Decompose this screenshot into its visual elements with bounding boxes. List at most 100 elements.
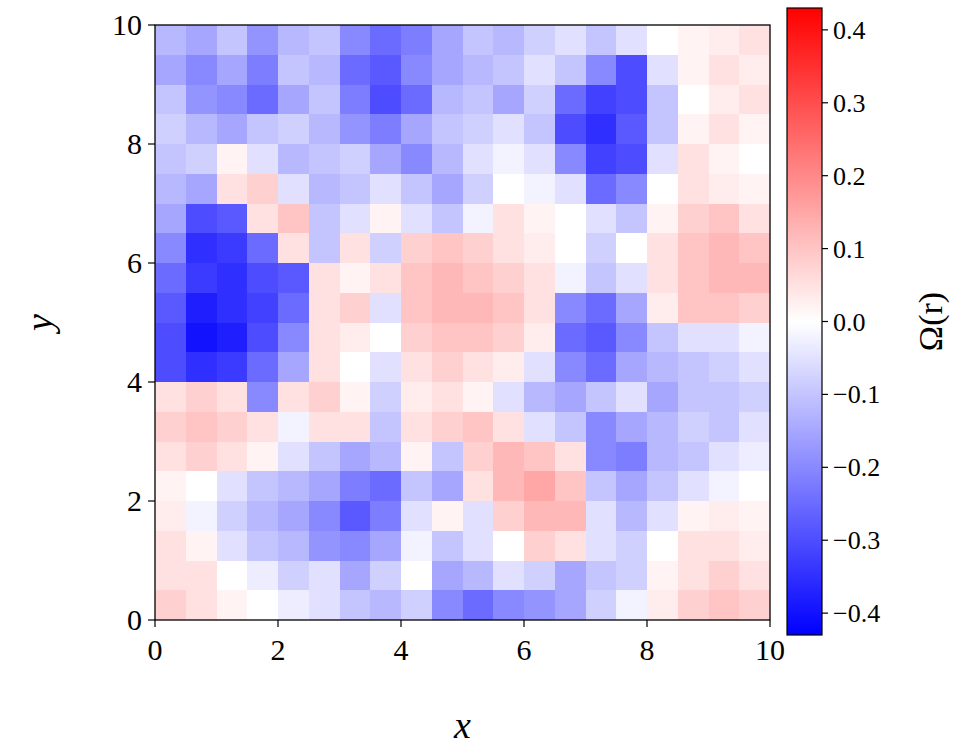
heat-cell	[555, 174, 586, 204]
heat-cell	[555, 263, 586, 293]
heat-cell	[493, 471, 524, 501]
heat-cell	[278, 144, 309, 174]
heat-cell	[309, 293, 340, 323]
heat-cell	[647, 174, 678, 204]
heat-cell	[309, 323, 340, 353]
heat-cell	[524, 293, 555, 323]
heat-cell	[155, 144, 186, 174]
heat-cell	[616, 233, 647, 263]
heat-cell	[432, 85, 463, 115]
heat-cell	[247, 55, 278, 85]
heat-cell	[217, 501, 248, 531]
heat-cell	[678, 590, 709, 620]
heat-cell	[739, 561, 770, 591]
heat-cell	[739, 352, 770, 382]
heat-cell	[309, 55, 340, 85]
x-tick	[154, 620, 155, 627]
heat-cell	[432, 501, 463, 531]
heat-cell	[401, 204, 432, 234]
heat-cell	[586, 263, 617, 293]
heat-cell	[186, 114, 217, 144]
heat-cell	[739, 590, 770, 620]
heat-cell	[586, 531, 617, 561]
heat-cell	[739, 174, 770, 204]
heat-cell	[463, 233, 494, 263]
heat-cell	[493, 263, 524, 293]
heat-cell	[616, 501, 647, 531]
heat-cell	[217, 144, 248, 174]
colorbar-tick-label: 0.1	[833, 235, 866, 264]
heat-cell	[739, 55, 770, 85]
heat-cell	[370, 590, 401, 620]
heat-cell	[463, 85, 494, 115]
heat-cell	[493, 293, 524, 323]
heat-cell	[586, 114, 617, 144]
heat-cell	[524, 471, 555, 501]
heat-cell	[555, 293, 586, 323]
heat-cell	[247, 590, 278, 620]
heat-cell	[678, 442, 709, 472]
heat-cell	[709, 85, 740, 115]
heat-cell	[493, 323, 524, 353]
heat-cell	[678, 114, 709, 144]
heat-cell	[247, 263, 278, 293]
heat-cell	[647, 412, 678, 442]
heat-cell	[463, 442, 494, 472]
heat-cell	[493, 55, 524, 85]
heat-cell	[247, 471, 278, 501]
heat-cell	[493, 352, 524, 382]
colorbar-tick	[822, 321, 828, 322]
heat-cell	[678, 471, 709, 501]
heat-cell	[370, 204, 401, 234]
heat-cell	[278, 561, 309, 591]
heat-cell	[616, 204, 647, 234]
heat-cell	[217, 412, 248, 442]
heat-cell	[739, 501, 770, 531]
heat-cell	[309, 590, 340, 620]
heat-cell	[555, 114, 586, 144]
heat-cell	[247, 233, 278, 263]
heat-cell	[155, 263, 186, 293]
heat-cell	[155, 25, 186, 55]
heat-cell	[739, 114, 770, 144]
heat-cell	[678, 233, 709, 263]
heat-cell	[217, 471, 248, 501]
heat-cell	[186, 471, 217, 501]
heat-cell	[432, 412, 463, 442]
heat-cell	[247, 501, 278, 531]
heat-cell	[370, 531, 401, 561]
heat-cell	[340, 174, 371, 204]
heat-cell	[370, 501, 401, 531]
heat-cell	[186, 442, 217, 472]
heat-cell	[432, 382, 463, 412]
heat-cell	[678, 352, 709, 382]
heat-cell	[616, 471, 647, 501]
colorbar-tick-label: 0.4	[833, 16, 866, 45]
heat-cell	[647, 55, 678, 85]
heat-cell	[186, 412, 217, 442]
heat-cell	[709, 114, 740, 144]
heat-cell	[524, 412, 555, 442]
heat-cell	[524, 442, 555, 472]
heat-cell	[155, 85, 186, 115]
heat-cell	[401, 55, 432, 85]
heat-cell	[493, 561, 524, 591]
heat-cell	[155, 293, 186, 323]
heat-cell	[647, 25, 678, 55]
heat-cell	[678, 293, 709, 323]
heat-cell	[678, 204, 709, 234]
heat-cell	[309, 144, 340, 174]
heat-cell	[616, 352, 647, 382]
heat-cell	[493, 382, 524, 412]
heat-cell	[555, 471, 586, 501]
heat-cell	[278, 590, 309, 620]
heat-cell	[616, 263, 647, 293]
heat-cell	[709, 561, 740, 591]
heat-cell	[647, 442, 678, 472]
colorbar-tick-label: 0.0	[833, 308, 866, 337]
heat-cell	[155, 55, 186, 85]
heat-cell	[186, 501, 217, 531]
heat-cell	[278, 174, 309, 204]
plot-frame	[155, 25, 770, 620]
heat-cell	[432, 263, 463, 293]
